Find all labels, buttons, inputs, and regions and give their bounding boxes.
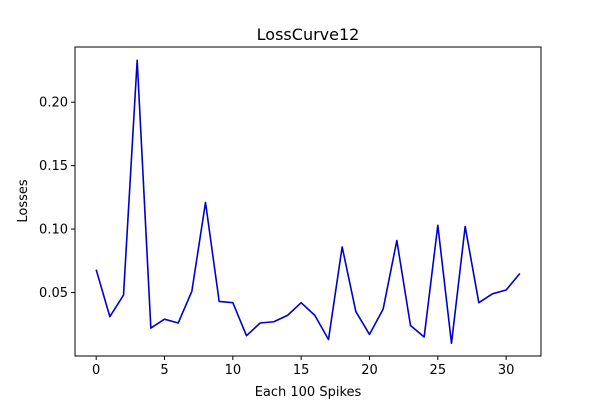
x-tick-label: 30 (498, 363, 515, 378)
x-tick-label: 0 (92, 363, 100, 378)
plot-frame (74, 46, 542, 357)
chart-title: LossCurve12 (257, 25, 360, 44)
y-tick-label: 0.05 (39, 286, 68, 301)
x-axis-label: Each 100 Spikes (255, 385, 362, 400)
y-axis-label: Losses (16, 179, 31, 223)
series-line-0 (95, 59, 521, 345)
x-tick-label: 25 (430, 363, 447, 378)
y-tick-label: 0.15 (39, 159, 68, 174)
x-tick-label: 15 (293, 363, 310, 378)
y-tick-label: 0.20 (39, 96, 68, 111)
x-tick-label: 5 (160, 363, 168, 378)
x-tick-label: 10 (225, 363, 242, 378)
x-tick-label: 20 (361, 363, 378, 378)
plot-area (95, 59, 521, 345)
y-tick-label: 0.10 (39, 223, 68, 238)
